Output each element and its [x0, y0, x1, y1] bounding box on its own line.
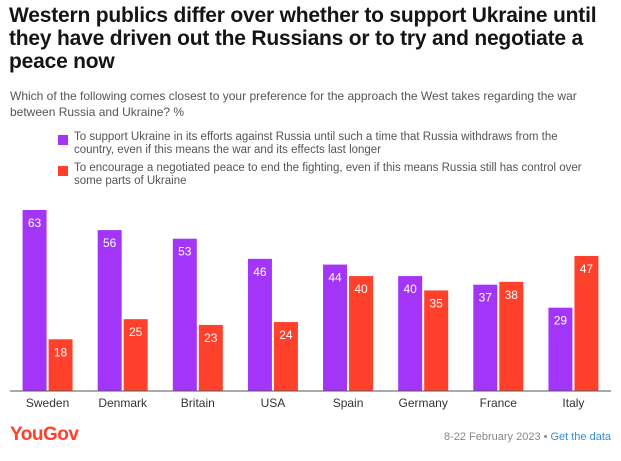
bar-support-usa	[247, 258, 272, 391]
bar-negotiate-denmark	[123, 319, 148, 391]
data-label-negotiate-italy: 47	[580, 262, 594, 276]
bar-support-italy	[548, 307, 573, 391]
data-label-negotiate-britain: 23	[204, 331, 218, 345]
bar-negotiate-britain	[198, 324, 223, 391]
bar-negotiate-sweden	[48, 339, 73, 391]
x-tick-label-sweden: Sweden	[26, 396, 69, 410]
chart-subtitle: Which of the following comes closest to …	[10, 89, 577, 119]
data-label-negotiate-usa: 24	[279, 328, 293, 342]
legend-label-negotiate: To encourage a negotiated peace to end t…	[74, 162, 582, 187]
data-label-support-britain: 53	[178, 245, 192, 259]
bar-support-denmark	[97, 230, 122, 391]
x-tick-label-denmark: Denmark	[98, 396, 148, 410]
get-data-link[interactable]: Get the data	[550, 431, 611, 443]
x-tick-label-france: France	[480, 396, 518, 410]
data-label-negotiate-sweden: 18	[54, 345, 68, 359]
x-tick-label-spain: Spain	[333, 396, 364, 410]
x-tick-label-italy: Italy	[562, 396, 584, 410]
survey-date: 8-22 February 2023	[443, 431, 541, 443]
bar-negotiate-italy	[574, 255, 599, 391]
data-label-negotiate-france: 38	[505, 288, 519, 302]
bar-support-spain	[323, 264, 348, 391]
yougov-logo: YouGov	[10, 424, 79, 445]
legend-swatch-support	[58, 135, 68, 145]
data-label-negotiate-denmark: 25	[129, 325, 143, 339]
bar-negotiate-usa	[273, 322, 298, 391]
x-tick-label-britain: Britain	[181, 396, 215, 410]
bar-support-france	[473, 284, 498, 391]
footer-source: 8-22 February 2023 • Get the data	[444, 431, 611, 443]
data-label-negotiate-germany: 35	[430, 296, 444, 310]
legend-label-support: To support Ukraine in its efforts agains…	[74, 131, 558, 156]
bar-support-germany	[398, 276, 423, 391]
bar-negotiate-spain	[349, 276, 374, 391]
data-label-support-usa: 46	[253, 265, 267, 279]
x-tick-label-usa: USA	[261, 396, 286, 410]
chart-title: Western publics differ over whether to s…	[9, 4, 597, 73]
legend-item-support: To support Ukraine in its efforts agains…	[58, 131, 598, 157]
bar-support-sweden	[22, 210, 47, 391]
bar-support-britain	[172, 238, 197, 391]
data-label-support-denmark: 56	[103, 236, 117, 250]
bar-negotiate-germany	[424, 290, 449, 391]
data-label-support-germany: 40	[404, 282, 418, 296]
bar-chart: 63 18 Sweden 56 25 Denmark 53 23 Britain 46 24 USA 4…	[10, 210, 611, 410]
data-label-negotiate-spain: 40	[354, 282, 368, 296]
x-tick-label-germany: Germany	[399, 396, 448, 410]
data-label-support-france: 37	[479, 291, 493, 305]
legend: To support Ukraine in its efforts agains…	[58, 131, 598, 188]
data-label-support-spain: 44	[328, 271, 342, 285]
data-label-support-italy: 29	[554, 314, 568, 328]
footer-separator: •	[543, 431, 548, 443]
legend-item-negotiate: To encourage a negotiated peace to end t…	[58, 162, 598, 188]
data-label-support-sweden: 63	[28, 216, 42, 230]
bar-negotiate-france	[499, 281, 524, 391]
legend-swatch-negotiate	[58, 166, 68, 176]
